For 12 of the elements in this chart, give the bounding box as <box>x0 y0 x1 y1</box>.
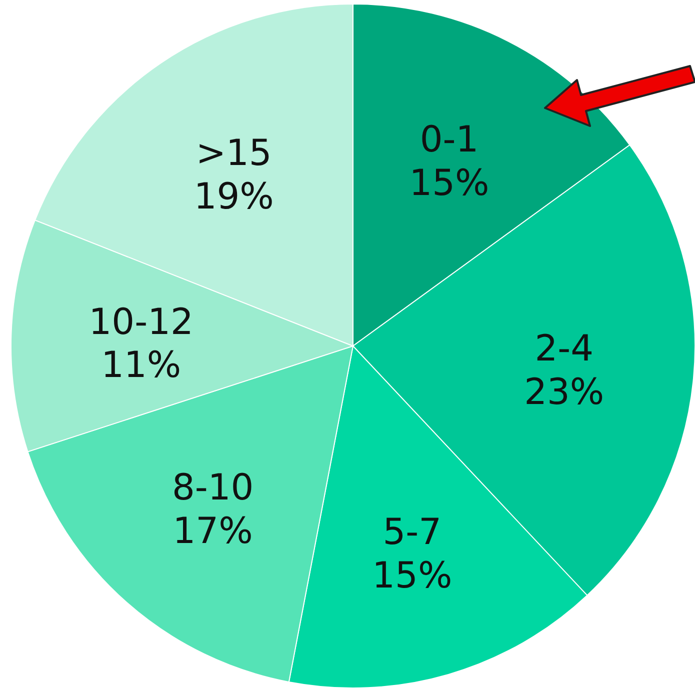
slice-label: 0-1 <box>420 120 479 161</box>
slice-label: 5-7 <box>382 512 442 554</box>
data-label: 15% <box>372 555 452 596</box>
data-label: 17% <box>172 510 253 552</box>
data-label: 15% <box>409 162 490 204</box>
slice-label: >15 <box>196 133 272 174</box>
data-label: 23% <box>524 372 604 413</box>
slice-label: 2-4 <box>534 328 594 370</box>
data-label: 11% <box>101 345 182 386</box>
data-label: 19% <box>194 176 274 218</box>
slice-label: 8-10 <box>172 468 254 509</box>
slice-label: 10-12 <box>88 302 194 343</box>
